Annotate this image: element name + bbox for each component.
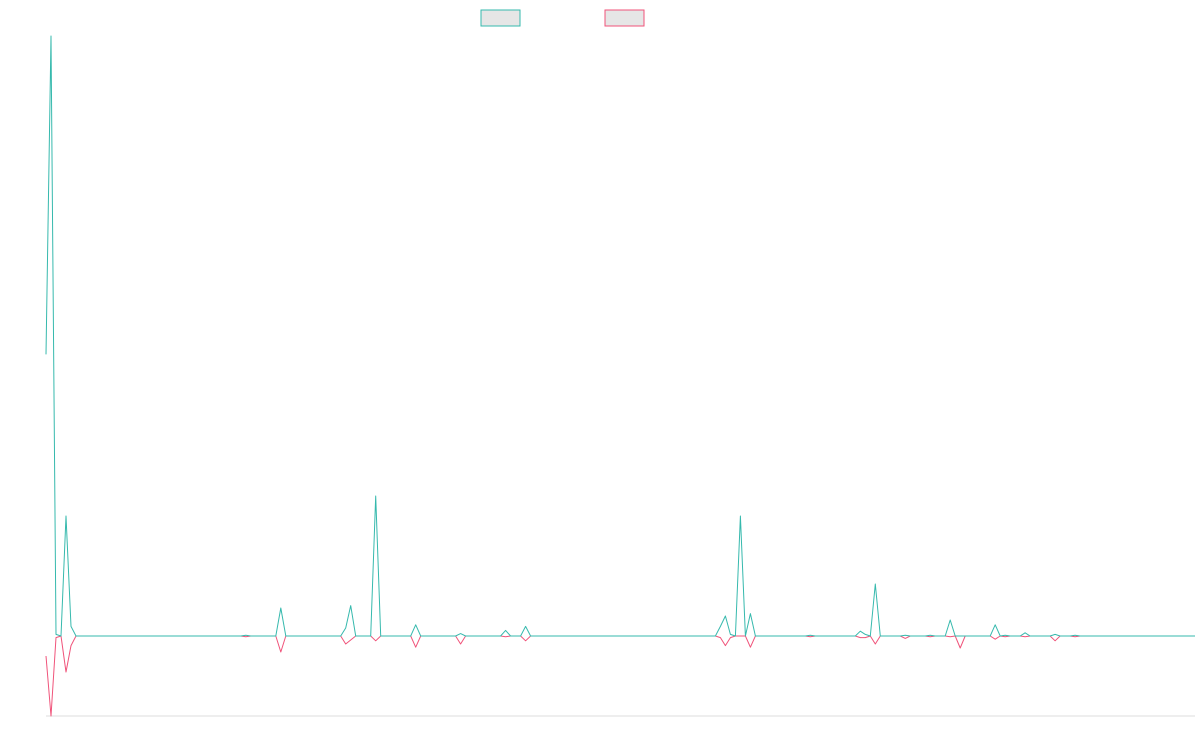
series-a-line xyxy=(45,35,1195,637)
legend-swatch-series-b[interactable] xyxy=(604,9,645,27)
series-b-line xyxy=(45,635,1195,717)
plot-area xyxy=(45,35,1195,717)
legend-swatch-series-a[interactable] xyxy=(480,9,521,27)
legend xyxy=(480,9,645,27)
